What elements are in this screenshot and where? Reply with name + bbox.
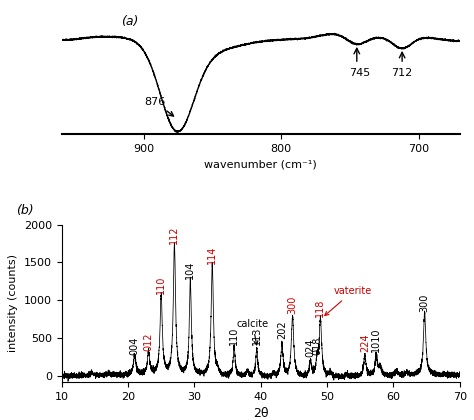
Text: 114: 114 [207,245,217,264]
Text: 876: 876 [144,97,173,116]
Text: 300: 300 [288,295,298,314]
Text: 113: 113 [252,327,262,345]
Text: 104: 104 [185,260,195,279]
Text: 004: 004 [129,336,140,354]
X-axis label: 2θ: 2θ [253,407,268,420]
Text: 712: 712 [392,68,413,78]
Text: 024: 024 [305,338,316,357]
Text: 224: 224 [360,333,370,352]
X-axis label: wavenumber (cm⁻¹): wavenumber (cm⁻¹) [204,159,317,169]
Y-axis label: intensity (counts): intensity (counts) [8,255,18,352]
Text: 018: 018 [312,337,322,355]
Text: 110: 110 [156,276,166,294]
Text: 1010: 1010 [371,328,381,352]
Text: 118: 118 [315,298,326,317]
Text: (b): (b) [16,204,34,217]
Text: vaterite: vaterite [325,286,372,315]
Text: 745: 745 [349,68,370,78]
Text: (a): (a) [121,15,139,28]
Text: 202: 202 [277,321,287,339]
Text: 112: 112 [169,226,180,244]
Text: 300: 300 [419,294,429,312]
Text: 110: 110 [229,326,239,345]
Text: 012: 012 [144,332,154,351]
Text: calcite: calcite [237,319,269,345]
